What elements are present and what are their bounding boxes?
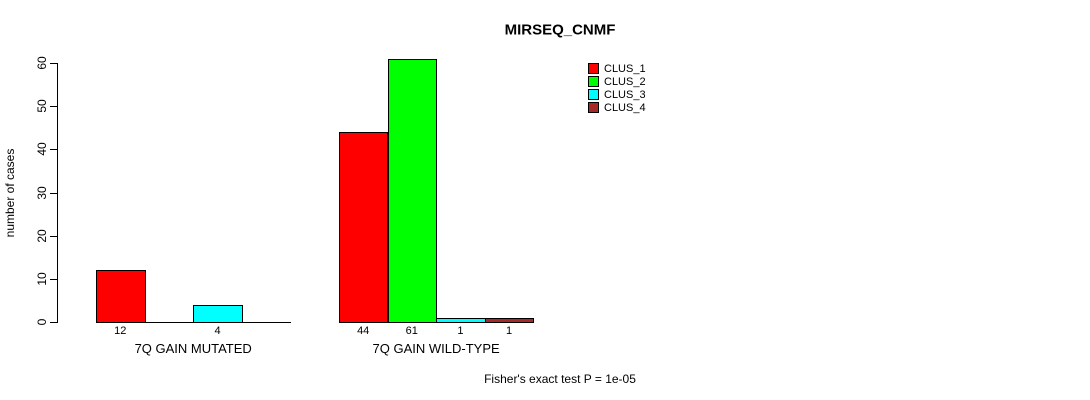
legend: CLUS_1 CLUS_2 CLUS_3 CLUS_4 xyxy=(588,62,646,114)
statistical-test-note: Fisher's exact test P = 1e-05 xyxy=(484,372,636,386)
legend-row: CLUS_1 xyxy=(588,62,646,75)
legend-label: CLUS_4 xyxy=(604,101,646,114)
category-label: 7Q GAIN MUTATED xyxy=(134,341,252,356)
bar-clus_2-7q-gain-wild-type xyxy=(387,59,438,323)
bar-clus_4-7q-gain-wild-type xyxy=(484,318,535,323)
y-tick-label: 30 xyxy=(35,185,49,200)
bar-value-label: 61 xyxy=(405,325,418,337)
chart-title: MIRSEQ_CNMF xyxy=(504,21,616,39)
y-tick-label: 50 xyxy=(35,99,49,113)
y-tick-label: 40 xyxy=(35,142,49,157)
legend-swatch-icon xyxy=(588,89,599,100)
bar-clus_3-7q-gain-wild-type xyxy=(436,318,486,323)
legend-row: CLUS_2 xyxy=(588,75,646,88)
y-tick-mark xyxy=(50,278,57,280)
y-tick-label: 10 xyxy=(35,272,49,286)
bar-value-label: 4 xyxy=(214,325,221,337)
bar-clus_1-7q-gain-mutated xyxy=(96,270,146,323)
y-tick-mark xyxy=(50,149,57,151)
bar-value-label: 12 xyxy=(114,325,127,337)
y-tick-mark xyxy=(50,106,57,108)
bar-value-label: 44 xyxy=(357,325,370,337)
legend-row: CLUS_3 xyxy=(588,88,646,101)
legend-label: CLUS_2 xyxy=(604,75,646,88)
y-tick-mark xyxy=(50,235,57,237)
category-label: 7Q GAIN WILD-TYPE xyxy=(372,341,500,356)
y-tick-mark xyxy=(50,322,57,323)
legend-label: CLUS_1 xyxy=(604,62,646,75)
zero-bar-clus_2 xyxy=(144,322,195,323)
bar-clus_1-7q-gain-wild-type xyxy=(338,132,389,323)
bar-clus_3-7q-gain-mutated xyxy=(193,305,243,323)
y-tick-mark xyxy=(50,63,57,64)
legend-swatch-icon xyxy=(588,63,599,74)
y-tick-mark xyxy=(50,192,57,194)
y-tick-label: 20 xyxy=(35,228,49,243)
bar-value-label: 1 xyxy=(505,325,513,337)
legend-swatch-icon xyxy=(588,76,599,87)
bar-value-label: 1 xyxy=(457,325,464,337)
legend-swatch-icon xyxy=(588,102,599,113)
zero-bar-clus_4 xyxy=(241,322,292,323)
y-tick-label: 0 xyxy=(35,318,49,326)
y-axis-line xyxy=(57,63,58,323)
y-tick-label: 60 xyxy=(35,56,49,70)
legend-row: CLUS_4 xyxy=(588,101,646,114)
legend-label: CLUS_3 xyxy=(604,88,646,101)
